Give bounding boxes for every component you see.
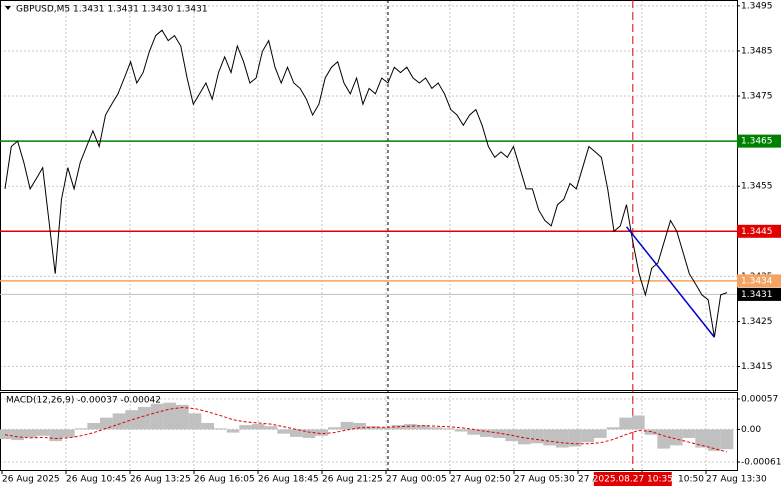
- x-tick-label: 26 Aug 10:45: [66, 475, 127, 485]
- macd-title: MACD(12,26,9) -0.00037 -0.00042: [6, 396, 161, 406]
- macd-bar: [480, 429, 493, 437]
- macd-bar: [454, 429, 468, 432]
- y-tick-label: -0.00061: [741, 457, 781, 467]
- level-label: 1.3445: [741, 227, 773, 237]
- x-tick-label: 26 Aug 21:25: [322, 475, 383, 485]
- macd-bar: [644, 429, 658, 435]
- macd-bar: [163, 402, 176, 430]
- x-tick-label: 27 Aug 00:05: [386, 475, 447, 485]
- macd-bar: [138, 406, 151, 430]
- macd-bar: [49, 429, 62, 442]
- macd-bar: [353, 422, 366, 430]
- level-label: 1.3431: [741, 290, 773, 300]
- macd-bar: [226, 429, 240, 433]
- macd-bar: [150, 403, 164, 430]
- x-tick-label: 27 A: [578, 475, 599, 485]
- macd-bar: [328, 427, 341, 430]
- level-label-box: [737, 274, 781, 288]
- level-label-box: [737, 287, 781, 301]
- macd-bar: [214, 428, 227, 430]
- signal-line: [4, 406, 728, 453]
- macd-bar: [492, 429, 506, 438]
- level-label-box: [737, 134, 781, 148]
- macd-bar: [695, 429, 708, 448]
- macd-bar: [290, 429, 303, 437]
- macd-bar: [708, 429, 721, 451]
- title-icon: [5, 6, 11, 10]
- y-tick-label: 1.3495: [741, 1, 773, 11]
- price-frame: [0, 0, 738, 391]
- macd-bar: [112, 413, 126, 430]
- macd-bar: [429, 427, 442, 430]
- macd-bar: [378, 427, 392, 430]
- macd-bar: [619, 417, 632, 430]
- macd-bar: [176, 404, 189, 430]
- x-tick-label: 26 Aug 13:25: [130, 475, 191, 485]
- macd-bar: [277, 429, 290, 434]
- macd-bar: [442, 428, 455, 430]
- macd-bar: [556, 429, 569, 448]
- macd-bar: [11, 429, 24, 441]
- highlight-label-box: [593, 472, 672, 486]
- macd-bar: [0, 429, 12, 440]
- macd-bar: [188, 413, 202, 430]
- macd-bar: [100, 417, 113, 430]
- x-tick-label: 26 Aug 2025: [2, 475, 60, 485]
- macd-bar: [530, 429, 544, 444]
- macd-bar: [391, 425, 404, 430]
- x-tick-label: 26 Aug 16:05: [194, 475, 255, 485]
- y-tick-label: 0.00057: [741, 394, 778, 404]
- level-label: 1.3434: [741, 276, 773, 286]
- x-tick-label: 27 Aug 13:30: [706, 475, 767, 485]
- macd-bar: [87, 422, 100, 430]
- macd-bar: [632, 415, 645, 430]
- highlight-label: 2025.08.27 10:35: [593, 475, 673, 485]
- macd-bar: [62, 429, 75, 438]
- price-line: [4, 29, 728, 338]
- level-label: 1.3465: [741, 137, 773, 147]
- x-tick-label: 26 Aug 18:45: [258, 475, 319, 485]
- y-tick-label: 1.3425: [741, 317, 773, 327]
- macd-bar: [682, 429, 696, 438]
- y-tick-label: 1.3455: [741, 182, 773, 192]
- macd-bar: [201, 422, 214, 430]
- macd-bar: [315, 429, 328, 436]
- macd-bar: [36, 429, 50, 436]
- macd-bar: [670, 429, 683, 446]
- macd-bar: [252, 424, 265, 430]
- macd-bar: [125, 410, 138, 430]
- y-tick-label: 1.3415: [741, 362, 773, 372]
- macd-bar: [239, 425, 252, 430]
- chart-title: GBPUSD,M5 1.3431 1.3431 1.3430 1.3431: [16, 5, 208, 15]
- macd-bar: [416, 425, 430, 430]
- macd-bar: [74, 428, 88, 430]
- macd-bar: [302, 429, 316, 438]
- macd-bar: [404, 424, 417, 430]
- y-tick-label: 1.3485: [741, 46, 773, 56]
- macd-bar: [720, 429, 734, 450]
- x-tick-label: 27 Aug 05:30: [514, 475, 575, 485]
- trend-line: [625, 226, 716, 338]
- macd-bar: [657, 429, 670, 449]
- macd-bar: [606, 427, 620, 430]
- macd-bar: [340, 421, 354, 430]
- macd-bar: [543, 429, 556, 446]
- y-tick-label: 1.3475: [741, 92, 773, 102]
- macd-bar: [467, 429, 480, 435]
- level-label-box: [737, 224, 781, 238]
- x-tick-label: 10:50: [678, 475, 704, 485]
- macd-bar: [594, 429, 607, 438]
- macd-bar: [581, 429, 594, 443]
- macd-bar: [518, 429, 531, 445]
- macd-bar: [24, 429, 37, 438]
- x-tick-label: 27 Aug 02:50: [450, 475, 511, 485]
- macd-bar: [568, 429, 582, 447]
- y-tick-label: 0.00: [741, 425, 761, 435]
- macd-bar: [264, 426, 278, 430]
